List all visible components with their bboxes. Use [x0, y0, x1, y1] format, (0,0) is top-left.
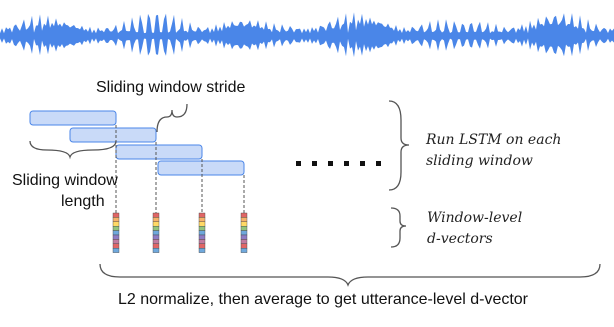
sliding-windows: [29, 110, 245, 176]
d-vector-cell: [152, 239, 160, 244]
dvector-label-line1: Window-level: [427, 210, 523, 226]
d-vector-cell: [240, 243, 248, 249]
d-vector-3: [198, 212, 206, 253]
ellipsis-dot: [360, 161, 365, 166]
d-vector-cell: [112, 230, 120, 236]
d-vector-cell: [152, 225, 160, 231]
d-vector-cell: [112, 217, 120, 222]
lstm-label-line2: sliding window: [426, 153, 533, 169]
d-vector-cell: [152, 221, 160, 227]
dvector-label-line2: d-vectors: [427, 231, 493, 247]
d-vector-cell: [112, 239, 120, 244]
d-vector-2: [152, 212, 160, 253]
window-length-label-line1: Sliding window: [12, 172, 118, 189]
d-vector-cell: [198, 212, 206, 218]
d-vector-cell: [112, 234, 120, 240]
sliding-window-2: [69, 127, 157, 143]
window-level-d-vectors: [112, 212, 248, 253]
d-vector-cell: [240, 247, 248, 253]
stride-label: Sliding window stride: [96, 79, 246, 96]
ellipsis-dot: [344, 161, 349, 166]
ellipsis-dot: [296, 161, 301, 166]
stride-brace: [156, 103, 188, 133]
d-vector-cell: [112, 243, 120, 249]
d-vector-cell: [152, 243, 160, 249]
d-vector-cell: [112, 225, 120, 231]
d-vector-cell: [240, 225, 248, 231]
d-vector-cell: [240, 212, 248, 218]
d-vector-cell: [152, 230, 160, 236]
audio-waveform: [0, 12, 614, 58]
d-vector-cell: [198, 247, 206, 253]
ellipsis-dots: [296, 161, 381, 166]
d-vector-cell: [240, 234, 248, 240]
d-vector-cell: [112, 212, 120, 218]
d-vector-cell: [198, 234, 206, 240]
d-vector-cell: [112, 247, 120, 253]
d-vector-cell: [240, 217, 248, 222]
window-length-label-line2: length: [61, 193, 105, 210]
window-connectors: [115, 125, 245, 213]
bottom-caption: L2 normalize, then average to get uttera…: [118, 291, 529, 308]
d-vector-cell: [198, 225, 206, 231]
d-vector-cell: [240, 221, 248, 227]
d-vector-cell: [152, 217, 160, 222]
sliding-window-3: [115, 144, 203, 160]
d-vector-cell: [152, 212, 160, 218]
d-vector-cell: [198, 239, 206, 244]
sliding-window-1: [29, 110, 117, 126]
ellipsis-dot: [376, 161, 381, 166]
d-vector-cell: [112, 221, 120, 227]
ellipsis-dot: [328, 161, 333, 166]
length-brace: [29, 140, 117, 160]
d-vector-cell: [198, 243, 206, 249]
d-vector-cell: [240, 239, 248, 244]
sliding-window-4: [157, 160, 245, 176]
d-vector-4: [240, 212, 248, 253]
d-vector-cell: [198, 221, 206, 227]
bottom-brace: [99, 263, 601, 287]
d-vector-cell: [152, 234, 160, 240]
dvector-brace: [390, 207, 407, 248]
d-vector-cell: [198, 230, 206, 236]
d-vector-cell: [152, 247, 160, 253]
d-vector-cell: [198, 217, 206, 222]
ellipsis-dot: [312, 161, 317, 166]
d-vector-cell: [240, 230, 248, 236]
d-vector-1: [112, 212, 120, 253]
lstm-label-line1: Run LSTM on each: [426, 132, 562, 148]
lstm-brace: [388, 100, 410, 191]
